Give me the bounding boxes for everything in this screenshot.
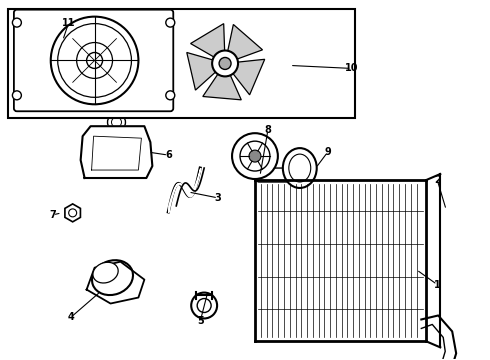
Circle shape [232,133,278,179]
Polygon shape [81,126,152,178]
Ellipse shape [283,148,317,188]
Text: 5: 5 [197,316,203,327]
Polygon shape [87,262,145,303]
Polygon shape [233,59,265,95]
Polygon shape [228,24,263,59]
Text: 10: 10 [345,63,358,73]
Ellipse shape [289,154,311,182]
Circle shape [12,91,22,100]
Circle shape [58,24,131,97]
Circle shape [87,53,102,68]
Text: 2: 2 [434,175,441,185]
Ellipse shape [92,260,133,295]
Text: 4: 4 [67,312,74,323]
Ellipse shape [93,262,118,283]
FancyBboxPatch shape [14,10,173,111]
Circle shape [112,117,122,127]
Text: 1: 1 [434,280,441,289]
Circle shape [166,18,175,27]
Text: 9: 9 [324,147,331,157]
Polygon shape [191,24,224,57]
Circle shape [51,17,138,104]
Circle shape [12,18,22,27]
FancyBboxPatch shape [257,168,289,182]
Text: 6: 6 [165,150,172,160]
Circle shape [191,293,217,319]
Circle shape [166,91,175,100]
Text: 3: 3 [215,193,221,203]
Circle shape [249,150,261,162]
Circle shape [76,42,113,78]
Polygon shape [187,53,216,90]
Polygon shape [203,74,241,100]
Circle shape [240,141,270,171]
Circle shape [212,50,238,76]
Text: 7: 7 [49,210,56,220]
Text: 8: 8 [265,125,271,135]
Bar [8,9,355,118]
Text: 11: 11 [62,18,75,28]
Circle shape [219,58,231,69]
Circle shape [197,298,211,312]
Circle shape [107,113,125,131]
Circle shape [69,209,76,217]
